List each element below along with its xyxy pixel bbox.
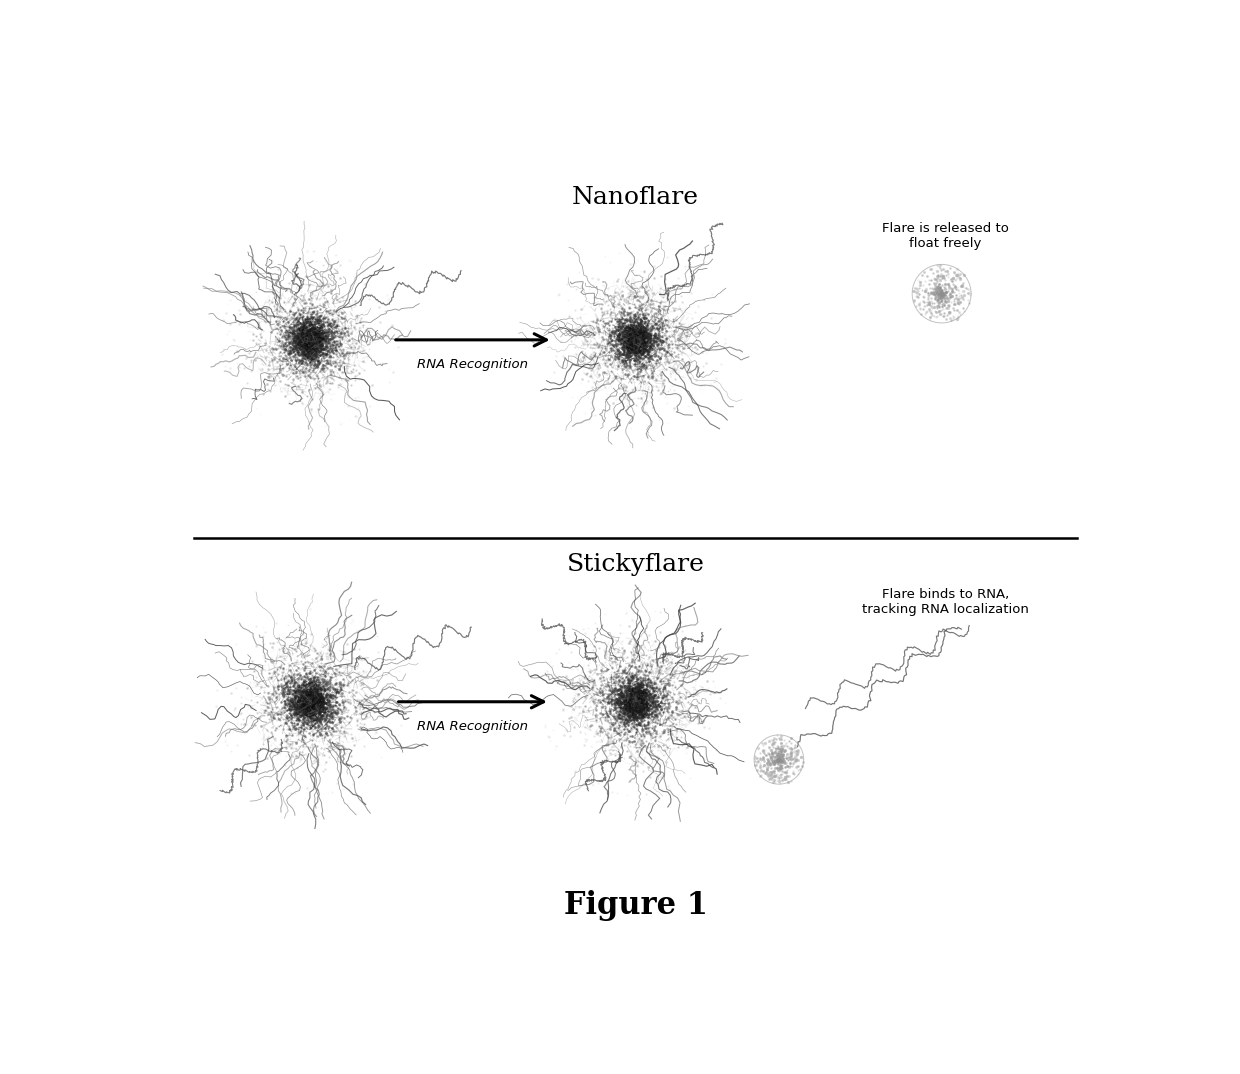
Text: Flare binds to RNA,
tracking RNA localization: Flare binds to RNA, tracking RNA localiz… (862, 587, 1029, 615)
Text: RNA Recognition: RNA Recognition (417, 720, 528, 732)
Text: Nanoflare: Nanoflare (572, 186, 699, 209)
Text: Flare is released to
float freely: Flare is released to float freely (882, 222, 1009, 250)
Text: Figure 1: Figure 1 (563, 890, 708, 921)
Text: RNA Recognition: RNA Recognition (417, 358, 528, 371)
Text: Stickyflare: Stickyflare (567, 553, 704, 576)
